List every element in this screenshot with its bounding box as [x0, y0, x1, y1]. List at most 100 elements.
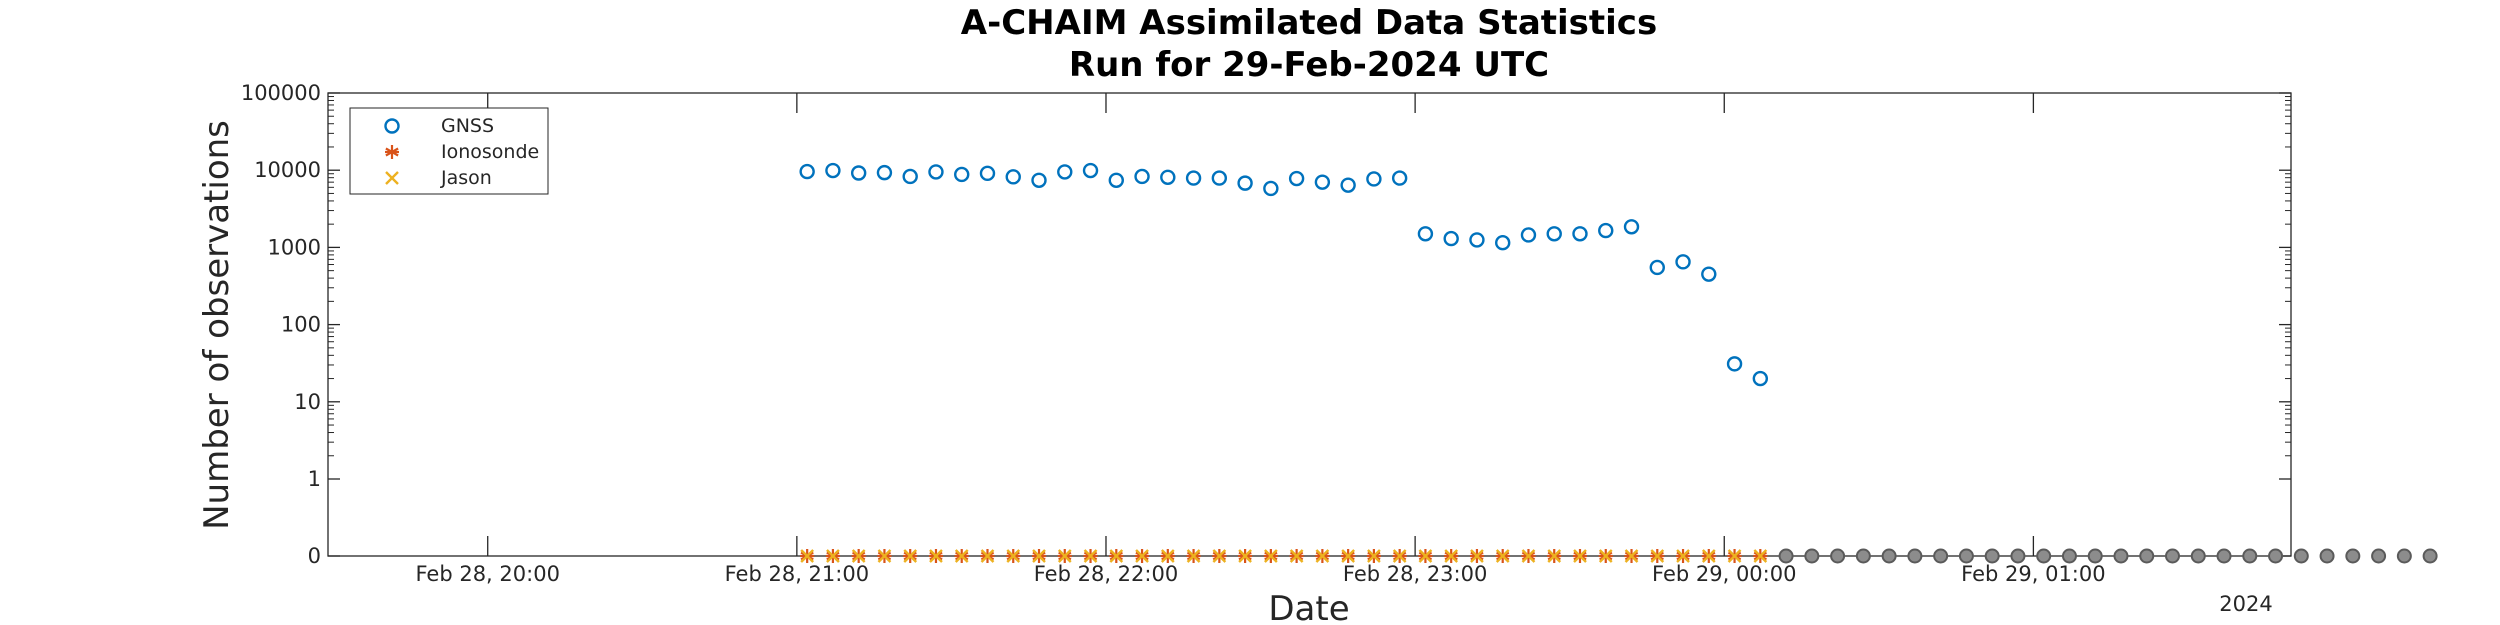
gnss-point: [1185, 170, 1202, 186]
gnss-point: [1314, 174, 1331, 190]
y-tick-label: 0: [308, 544, 321, 568]
legend-icon-ionosonde: [385, 145, 399, 159]
jason-point: [1392, 549, 1407, 563]
gnss-point: [1623, 219, 1640, 235]
gnss-point: [2216, 548, 2232, 564]
legend-icon-gnss: [384, 118, 400, 134]
y-tick-label: 10000: [254, 158, 321, 182]
gnss-point: [1263, 180, 1279, 197]
jason-point: [1212, 549, 1227, 563]
gnss-point: [825, 162, 841, 179]
gnss-point: [1288, 170, 1305, 187]
jason-point: [1598, 549, 1613, 563]
gnss-point: [1031, 172, 1047, 188]
gnss-point: [2422, 548, 2438, 564]
jason-point: [1057, 549, 1072, 563]
jason-point: [1264, 549, 1278, 563]
jason-point: [1289, 549, 1304, 563]
gnss-point: [1830, 548, 1846, 564]
x-tick-label: Feb 28, 22:00: [1034, 562, 1178, 586]
jason-point: [903, 549, 918, 563]
gnss-point: [2293, 548, 2309, 564]
y-tick-label: 100: [281, 313, 321, 337]
jason-point: [1573, 549, 1587, 563]
gnss-point: [2345, 548, 2361, 564]
legend-box: [349, 107, 549, 195]
gnss-point: [1443, 230, 1459, 247]
gnss-point: [2139, 548, 2155, 564]
x-axis-year-label: 2024: [2219, 592, 2272, 616]
y-axis-label: Number of observations: [197, 120, 237, 530]
jason-point: [1083, 549, 1098, 563]
legend: GNSS Ionosonde Jason: [349, 107, 549, 195]
jason-point: [1006, 549, 1021, 563]
gnss-point: [1005, 169, 1021, 185]
chart-title-line2: Run for 29-Feb-2024 UTC: [1069, 45, 1549, 85]
jason-point: [1109, 549, 1124, 563]
gnss-point: [2061, 548, 2077, 564]
gnss-point: [2396, 548, 2412, 564]
gnss-point: [1546, 226, 1562, 242]
jason-point: [800, 549, 815, 563]
gnss-point: [1984, 548, 2000, 564]
y-axis: 0 1 10 100 1000 10000 100000: [241, 81, 2291, 568]
x-axis-label: Date: [1268, 589, 1349, 625]
gnss-point: [1417, 226, 1434, 242]
gnss-point: [1082, 162, 1099, 179]
gnss-point: [1134, 168, 1150, 185]
gnss-point: [1598, 222, 1614, 239]
jason-point: [1341, 549, 1355, 563]
gnss-point: [1649, 259, 1665, 276]
jason-point: [1186, 549, 1201, 563]
jason-point: [1367, 549, 1381, 563]
y-tick-label: 100000: [241, 81, 321, 105]
gnss-point: [1160, 169, 1176, 185]
gnss-point: [1855, 548, 1871, 564]
jason-point: [1160, 549, 1175, 563]
legend-label-gnss: GNSS: [441, 115, 494, 137]
x-tick-label: Feb 28, 21:00: [725, 562, 869, 586]
gnss-point: [902, 168, 918, 185]
jason-point: [1727, 549, 1742, 563]
x-tick-label: Feb 29, 01:00: [1961, 562, 2105, 586]
gnss-point: [954, 166, 970, 183]
gnss-point: [1675, 254, 1691, 270]
x-tick-label: Feb 29, 00:00: [1652, 562, 1796, 586]
gnss-point: [1701, 266, 1717, 282]
jason-point: [980, 549, 995, 563]
gnss-point: [1726, 356, 1743, 372]
gnss-point: [1520, 227, 1537, 243]
gnss-point: [2319, 548, 2335, 564]
jason-point: [954, 549, 969, 563]
gnss-point: [2164, 548, 2180, 564]
gnss-point: [1933, 548, 1949, 564]
x-tick-label: Feb 28, 20:00: [415, 562, 559, 586]
x-axis: Feb 28, 20:00 Feb 28, 21:00 Feb 28, 22:00 F…: [415, 93, 2106, 586]
jason-point: [1701, 549, 1716, 563]
gnss-point: [2010, 548, 2026, 564]
jason-point: [1521, 549, 1536, 563]
jason-point: [851, 549, 866, 563]
gnss-point: [876, 164, 893, 181]
jason-point: [1547, 549, 1562, 563]
legend-label-jason: Jason: [440, 167, 492, 189]
gnss-point: [1211, 170, 1228, 186]
jason-point: [1032, 549, 1046, 563]
gnss-point: [1778, 548, 1794, 564]
x-tick-label: Feb 28, 23:00: [1343, 562, 1487, 586]
gnss-point: [2087, 548, 2103, 564]
gnss-point: [1057, 164, 1073, 180]
jason-point: [1238, 549, 1252, 563]
gnss-point: [2268, 548, 2284, 564]
gnss-point: [1881, 548, 1897, 564]
jason-point: [1315, 549, 1330, 563]
jason-point: [1624, 549, 1639, 563]
y-tick-label: 1: [308, 467, 321, 491]
gnss-point: [1572, 226, 1588, 242]
jason-point: [877, 549, 892, 563]
jason-point: [1135, 549, 1149, 563]
gnss-point: [1469, 232, 1485, 248]
plot-area: [327, 92, 2292, 557]
gnss-point: [1340, 177, 1356, 193]
jason-point: [1495, 549, 1510, 563]
